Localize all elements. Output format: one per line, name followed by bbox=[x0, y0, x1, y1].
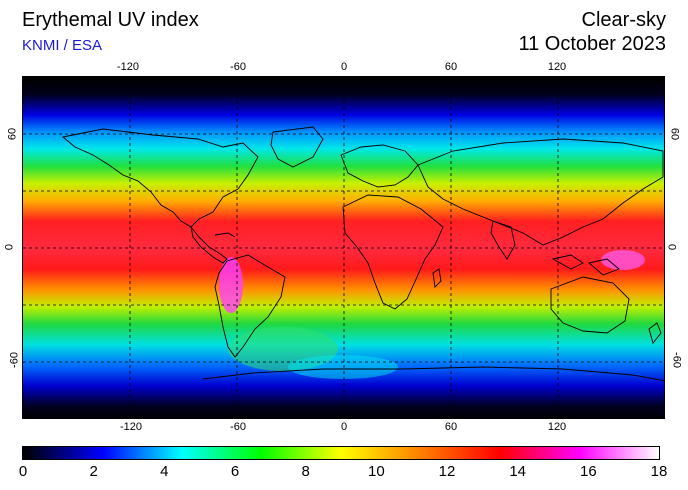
uv-anomaly-south-atlantic-2 bbox=[288, 355, 398, 379]
sky-condition-label: Clear-sky bbox=[581, 9, 666, 31]
colorbar-tick-label: 6 bbox=[230, 463, 240, 480]
uv-index-map bbox=[22, 76, 665, 419]
date-label: 11 October 2023 bbox=[518, 33, 666, 55]
bottom-tick-label: -60 bbox=[230, 421, 246, 433]
map-title: Erythemal UV index bbox=[22, 9, 199, 31]
top-tick-label: 120 bbox=[547, 61, 567, 73]
colorbar-tick-label: 2 bbox=[89, 463, 98, 480]
bottom-tick-label: 120 bbox=[547, 421, 567, 433]
right-tick-label: -60 bbox=[670, 352, 683, 368]
left-tick-label: 0 bbox=[3, 243, 16, 251]
colorbar-tick-label: 16 bbox=[579, 463, 597, 480]
uv-hotspot-pacific bbox=[601, 250, 645, 270]
left-tick-label: 60 bbox=[6, 127, 19, 141]
colorbar-tick-label: 4 bbox=[160, 463, 169, 480]
right-tick-label: 60 bbox=[668, 127, 681, 141]
top-tick-label: -60 bbox=[230, 61, 246, 73]
coastlines bbox=[61, 126, 664, 382]
colorbar-tick-label: 18 bbox=[650, 463, 668, 480]
top-tick-label: 0 bbox=[340, 61, 348, 73]
colorbar-tick-label: 12 bbox=[438, 463, 456, 480]
right-tick-label: 0 bbox=[665, 243, 678, 251]
bottom-tick-label: 0 bbox=[340, 421, 348, 433]
colorbar-tick-label: 8 bbox=[301, 463, 310, 480]
graticule bbox=[23, 77, 664, 418]
top-tick-label: 60 bbox=[444, 61, 458, 73]
credit-label: KNMI / ESA bbox=[22, 37, 103, 54]
left-tick-label: -60 bbox=[8, 352, 21, 368]
colorbar-tick-label: 0 bbox=[18, 463, 28, 480]
colorbar-tick-label: 14 bbox=[509, 463, 526, 480]
uv-colorbar bbox=[22, 446, 660, 460]
bottom-tick-label: -120 bbox=[119, 421, 143, 433]
colorbar-tick-label: 10 bbox=[367, 463, 385, 480]
top-tick-label: -120 bbox=[116, 61, 140, 73]
bottom-tick-label: 60 bbox=[444, 421, 458, 433]
